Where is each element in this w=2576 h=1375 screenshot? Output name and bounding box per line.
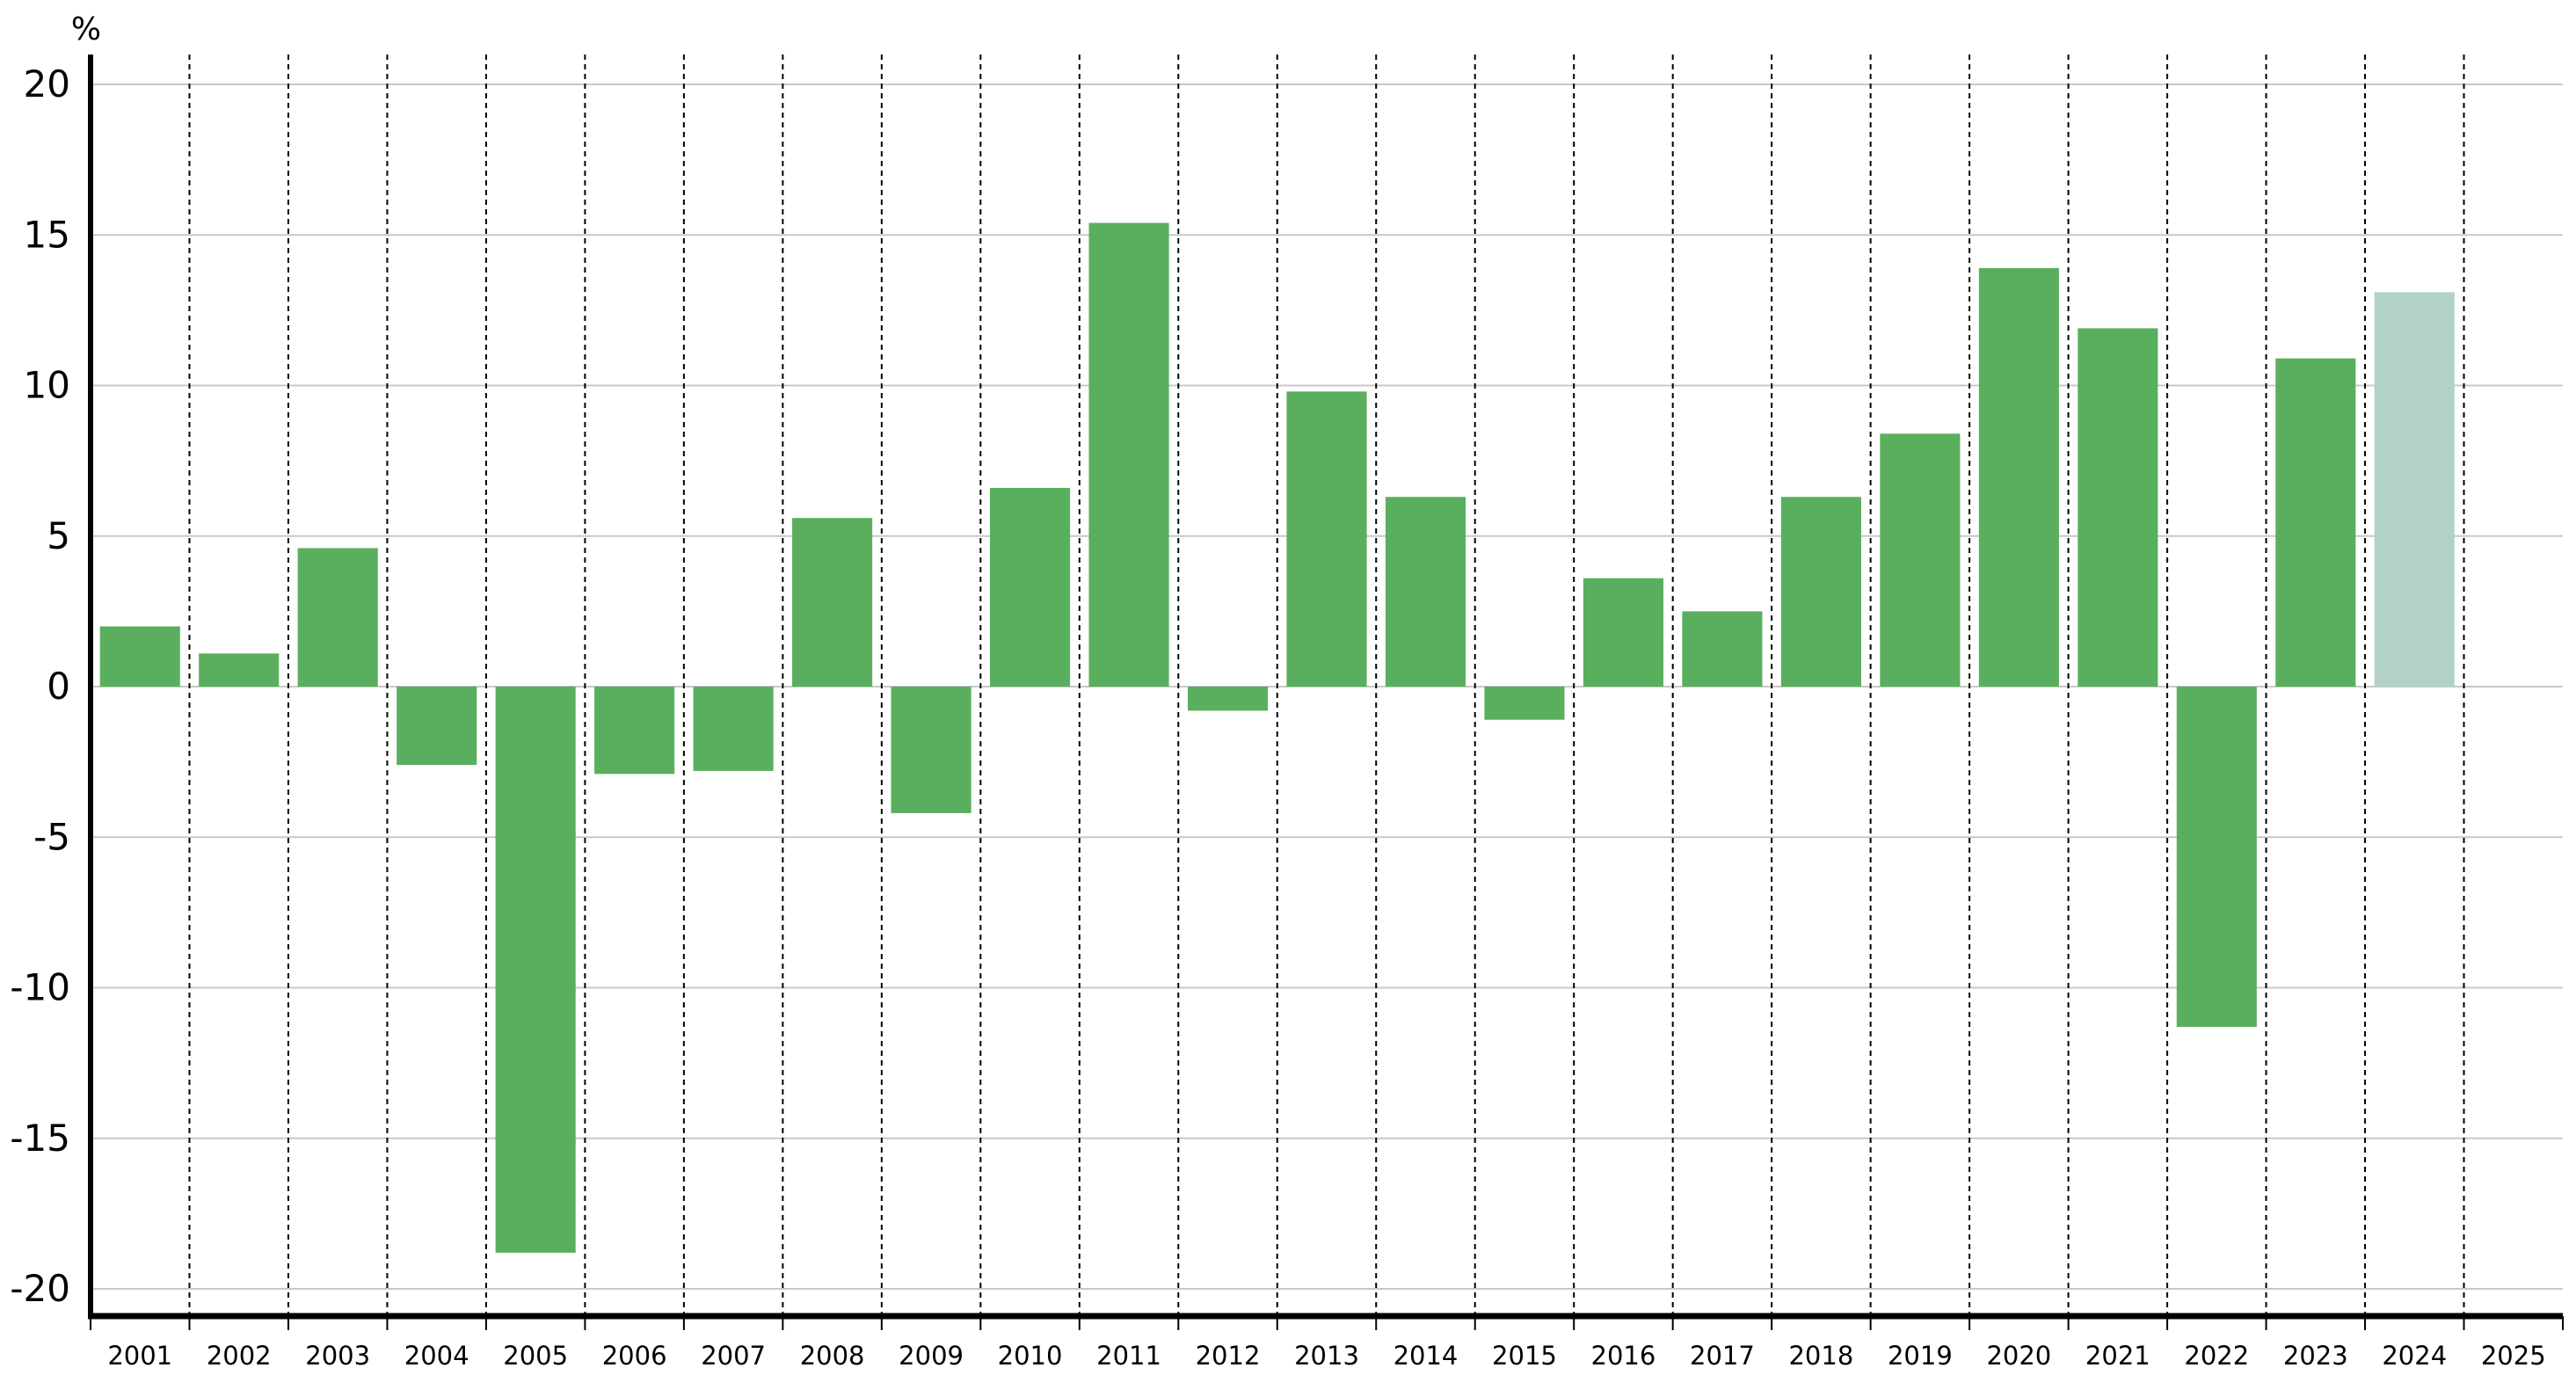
bar-2023	[2275, 358, 2356, 687]
bar-2018	[1780, 497, 1861, 687]
x-tick-label: 2002	[207, 1341, 272, 1371]
axes	[88, 55, 2564, 1330]
y-tick-label: -10	[10, 966, 70, 1009]
bar-2010	[990, 487, 1071, 687]
x-tick-label: 2018	[1788, 1341, 1853, 1371]
bar-2014	[1385, 497, 1466, 687]
bar-2007	[693, 687, 774, 771]
x-tick-label: 2005	[503, 1341, 568, 1371]
x-tick-label: 2021	[2085, 1341, 2150, 1371]
bars	[99, 222, 2455, 1253]
bar-2002	[199, 653, 280, 687]
y-tick-label: -5	[33, 815, 70, 858]
x-tick-label: 2003	[305, 1341, 370, 1371]
bar-2005	[495, 687, 576, 1253]
y-tick-labels: 20 15 10 5 0 -5 -10 -15 -20	[10, 62, 70, 1310]
x-tick-label: 2012	[1196, 1341, 1261, 1371]
x-tick-label: 2014	[1394, 1341, 1459, 1371]
bar-2013	[1286, 391, 1367, 687]
y-tick-label: -20	[10, 1267, 70, 1310]
x-tick-label: 2007	[701, 1341, 766, 1371]
x-tick-label: 2010	[998, 1341, 1063, 1371]
bar-2020	[1978, 267, 2059, 687]
x-tick-label: 2016	[1591, 1341, 1656, 1371]
x-tick-label: 2019	[1888, 1341, 1953, 1371]
bar-2015	[1484, 687, 1565, 720]
x-tick-label: 2006	[602, 1341, 667, 1371]
y-tick-label: -15	[10, 1117, 70, 1160]
x-tick-label: 2008	[800, 1341, 865, 1371]
x-tick-label: 2004	[404, 1341, 469, 1371]
bar-2008	[792, 518, 873, 687]
bar-2016	[1583, 578, 1663, 687]
y-tick-label: 15	[24, 213, 70, 256]
x-tick-label: 2013	[1294, 1341, 1359, 1371]
x-tick-label: 2001	[107, 1341, 172, 1371]
x-tick-label: 2011	[1096, 1341, 1161, 1371]
bar-2019	[1880, 433, 1961, 687]
x-tick-label: 2023	[2283, 1341, 2348, 1371]
bar-2024	[2374, 292, 2455, 687]
bar-2004	[397, 687, 477, 766]
x-tick-label: 2020	[1986, 1341, 2051, 1371]
x-tick-label: 2015	[1492, 1341, 1557, 1371]
x-tick-label: 2022	[2184, 1341, 2249, 1371]
y-tick-label: 10	[24, 364, 70, 407]
bar-2009	[891, 687, 971, 813]
y-tick-label: 5	[47, 514, 70, 557]
bar-2012	[1187, 687, 1269, 711]
bar-2003	[297, 548, 378, 687]
x-tick-label: 2009	[899, 1341, 964, 1371]
y-axis-unit-label: %	[71, 11, 101, 47]
bar-2001	[99, 626, 180, 687]
x-tick-label: 2017	[1690, 1341, 1755, 1371]
y-tick-label: 0	[47, 665, 70, 708]
bar-2021	[2078, 328, 2158, 687]
bar-2006	[594, 687, 675, 775]
bar-2011	[1088, 222, 1169, 688]
y-tick-label: 20	[24, 62, 70, 105]
x-tick-label: 2025	[2481, 1341, 2546, 1371]
x-tick-labels: 2001 2002 2003 2004 2005 2006 2007 2008 2009 2010…	[107, 1341, 2545, 1371]
bar-2017	[1682, 611, 1763, 687]
x-tick-label: 2024	[2382, 1341, 2447, 1371]
bar-2022	[2176, 687, 2257, 1028]
